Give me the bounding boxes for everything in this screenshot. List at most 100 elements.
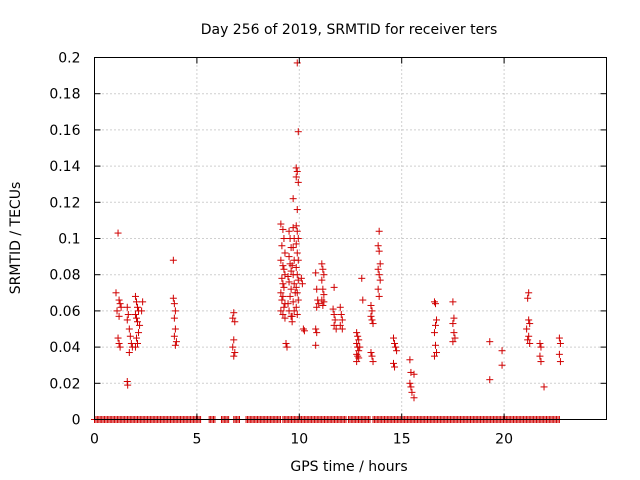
data-point: [320, 291, 328, 299]
data-point: [449, 338, 457, 346]
data-point: [431, 300, 439, 308]
x-tick-label: 10: [290, 432, 308, 448]
data-point: [230, 336, 238, 344]
data-point: [293, 289, 301, 297]
data-point: [126, 332, 134, 340]
data-point: [486, 338, 494, 346]
data-point: [555, 350, 563, 358]
data-point: [407, 383, 415, 391]
data-point: [285, 278, 293, 286]
data-point: [355, 336, 363, 344]
data-point: [289, 244, 297, 252]
data-point: [288, 312, 296, 320]
data-point: [355, 354, 363, 362]
data-point: [127, 339, 135, 347]
data-point: [524, 336, 532, 344]
data-point: [368, 307, 376, 315]
data-point: [524, 294, 532, 302]
data-point: [278, 274, 286, 282]
data-point: [285, 227, 293, 235]
y-tick-label: 0.1: [58, 232, 80, 248]
data-point: [390, 334, 398, 342]
data-point: [297, 274, 305, 282]
data-point: [331, 316, 339, 324]
data-point: [375, 227, 383, 235]
data-point: [525, 289, 533, 297]
y-tick-label: 0.08: [49, 268, 80, 284]
data-point: [280, 265, 288, 273]
data-point: [125, 325, 133, 333]
data-point: [294, 178, 302, 186]
data-point: [124, 311, 132, 319]
data-point: [114, 229, 122, 237]
data-point: [410, 394, 418, 402]
data-point: [375, 292, 383, 300]
x-tick-label: 15: [393, 432, 411, 448]
data-point: [289, 298, 297, 306]
data-point: [319, 301, 327, 309]
data-point: [336, 321, 344, 329]
data-point: [294, 276, 302, 284]
data-point: [367, 349, 375, 357]
data-point: [430, 329, 438, 337]
data-point: [318, 260, 326, 268]
data-point: [540, 383, 548, 391]
data-point: [367, 301, 375, 309]
data-point: [525, 316, 533, 324]
data-point: [356, 343, 364, 351]
data-point: [279, 262, 287, 270]
data-point: [171, 341, 179, 349]
data-point: [368, 316, 376, 324]
data-point: [230, 309, 238, 317]
data-point: [393, 347, 401, 355]
data-point: [407, 368, 415, 376]
data-point: [374, 242, 382, 250]
data-point: [353, 329, 361, 337]
data-point: [282, 339, 290, 347]
data-point: [286, 292, 294, 300]
data-point: [278, 242, 286, 250]
data-point: [169, 256, 177, 264]
data-point: [313, 285, 321, 293]
data-point: [293, 227, 301, 235]
data-point: [537, 343, 545, 351]
data-point: [281, 314, 289, 322]
data-point: [284, 300, 292, 308]
data-point: [132, 298, 140, 306]
y-tick-label: 0.14: [49, 159, 80, 175]
data-point: [368, 352, 376, 360]
y-tick-label: 0: [72, 413, 81, 429]
data-point: [115, 312, 123, 320]
data-point: [319, 285, 327, 293]
data-point: [139, 298, 147, 306]
data-point: [285, 253, 293, 261]
data-point: [292, 303, 300, 311]
data-point: [290, 307, 298, 315]
data-point: [330, 283, 338, 291]
data-point: [131, 343, 139, 351]
data-point: [293, 206, 301, 214]
data-point: [112, 289, 120, 297]
data-point: [134, 303, 142, 311]
data-point: [280, 283, 288, 291]
x-tick-label: 20: [495, 432, 513, 448]
data-point: [392, 343, 400, 351]
data-point: [279, 292, 287, 300]
data-point: [294, 235, 302, 242]
data-point: [123, 303, 131, 311]
data-point: [288, 262, 296, 270]
data-point: [125, 349, 133, 357]
data-point: [292, 222, 300, 230]
data-point: [313, 329, 321, 337]
data-point: [132, 314, 140, 322]
data-point: [138, 307, 146, 315]
data-point: [556, 339, 564, 347]
data-point: [134, 318, 142, 326]
data-point: [117, 303, 125, 311]
data-point: [293, 311, 301, 319]
y-tick-label: 0.18: [49, 87, 80, 103]
data-point: [450, 314, 458, 322]
data-point: [431, 321, 439, 329]
data-point: [170, 332, 178, 340]
